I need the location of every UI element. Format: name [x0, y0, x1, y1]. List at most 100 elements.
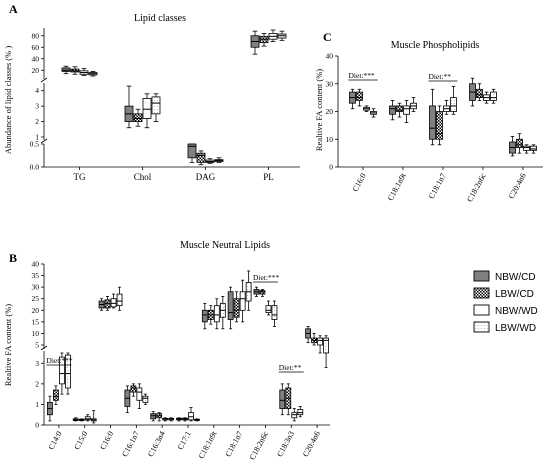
y-tick-label: 25 — [32, 294, 40, 303]
diet-annotation: Diet:** — [429, 72, 452, 81]
box-lbw-wd — [151, 96, 161, 115]
y-tick-label: 15 — [32, 317, 40, 326]
y-tick-label: 30 — [32, 283, 40, 292]
x-tick-label: C18:2n6c — [248, 429, 271, 461]
x-tick-label: C18:2n6c — [465, 171, 488, 203]
x-tick-label: C15:0 — [72, 430, 89, 451]
box-nbw-cd — [150, 413, 157, 420]
y-tick-label: 20 — [326, 107, 334, 116]
y-tick-label: 35 — [32, 271, 40, 280]
y-axis-label: Abundance of lipid classes (% ) — [3, 46, 13, 155]
box-nbw-wd — [110, 298, 117, 308]
box-nbw-wd — [403, 105, 410, 115]
box-nbw-wd — [239, 291, 246, 311]
x-tick-label: C17:1 — [176, 430, 193, 451]
box-lbw-cd — [233, 298, 240, 318]
box-lbw-cd — [133, 113, 143, 122]
y-tick-label: 0.0 — [30, 163, 40, 172]
box-lbw-wd — [142, 395, 149, 403]
x-tick-label: C16:0 — [351, 172, 368, 193]
box-nbw-cd — [61, 67, 71, 72]
x-tick-label: C18:1n7 — [224, 430, 245, 459]
box-lbw-cd — [259, 290, 266, 295]
box-lbw-cd — [130, 385, 137, 393]
panel-b-label: B — [9, 251, 17, 265]
box-lbw-wd — [65, 354, 71, 389]
box-lbw-wd — [490, 91, 497, 101]
box-lbw-cd — [196, 152, 206, 163]
box-nbw-wd — [265, 305, 272, 313]
y-axis-label: Realtive FA content (%) — [314, 69, 324, 151]
axis-break — [40, 138, 48, 144]
box-nbw-cd — [201, 309, 208, 323]
x-tick-label: TG — [74, 172, 86, 182]
x-tick-label: C20:4n6 — [507, 172, 528, 201]
x-tick-label: DAG — [196, 172, 216, 182]
box-lbw-wd — [116, 293, 123, 307]
axis-break — [40, 77, 48, 83]
box-nbw-wd — [142, 98, 152, 119]
legend-swatch — [473, 287, 490, 299]
y-tick-label: 1 — [35, 133, 39, 142]
legend-label: NBW/WD — [495, 306, 538, 317]
y-tick-label: 10 — [32, 329, 40, 338]
y-tick-label: 20 — [32, 66, 40, 75]
diet-annotation: Diet:*** — [253, 273, 279, 282]
box-lbw-wd — [530, 145, 537, 151]
box-nbw-wd — [59, 356, 65, 385]
legend-swatch — [473, 270, 490, 282]
y-tick-label: 30 — [326, 79, 334, 88]
y-tick-label: 20 — [32, 306, 40, 315]
box-nbw-wd — [317, 337, 323, 346]
y-tick-label: 3 — [35, 359, 39, 368]
diet-annotation: Diet:*** — [349, 71, 375, 80]
diet-annotation: Diet:** — [279, 363, 302, 372]
y-tick-label: 40 — [326, 52, 334, 61]
y-tick-label: 1 — [35, 400, 39, 409]
y-tick-label: 0.5 — [30, 140, 40, 149]
panel-title: Lipid classes — [134, 13, 186, 24]
x-tick-label: C18:1n9t — [386, 171, 408, 202]
box-nbw-cd — [279, 389, 286, 409]
x-tick-label: C16:3n4 — [146, 430, 167, 459]
panel-b: Muscle Neutral Lipids Realtive FA content… — [3, 240, 330, 461]
panel-a-label: A — [9, 2, 18, 16]
box-lbw-cd — [516, 138, 523, 148]
box-lbw-wd — [297, 409, 304, 416]
box-nbw-wd — [213, 305, 220, 323]
box-nbw-cd — [429, 105, 436, 140]
x-tick-label: PL — [263, 172, 274, 182]
y-tick-label: 60 — [32, 43, 40, 52]
box-nbw-wd — [291, 412, 298, 419]
box-lbw-cd — [436, 111, 443, 140]
legend-swatch — [473, 321, 490, 333]
y-tick-label: 0 — [35, 421, 39, 430]
y-tick-label: 40 — [32, 54, 40, 63]
box-lbw-cd — [104, 299, 111, 309]
box-lbw-wd — [323, 337, 329, 354]
y-axis-label: Realtive FA content (%) — [3, 304, 13, 386]
x-tick-label: C18:3n3 — [275, 430, 296, 459]
box-lbw-wd — [450, 97, 457, 112]
box-nbw-cd — [227, 291, 234, 320]
legend-label: LBW/CD — [495, 289, 534, 300]
legend-label: NBW/CD — [495, 272, 536, 283]
x-tick-label: C20:4n6 — [301, 430, 322, 459]
x-tick-label: C18:1n7 — [427, 172, 448, 201]
box-nbw-wd — [523, 145, 530, 151]
x-tick-label: C16:1n7 — [120, 430, 141, 459]
box-lbw-cd — [356, 91, 363, 101]
panel-c-label: C — [323, 30, 332, 44]
box-lbw-cd — [476, 88, 483, 99]
panel-title: Muscle Neutral Lipids — [180, 240, 270, 251]
box-nbw-cd — [389, 105, 396, 115]
panel-c: Muscle Phospholipids Realtive FA content … — [314, 40, 543, 203]
x-tick-label: C16:0 — [98, 430, 115, 451]
panel-title: Muscle Phospholipids — [391, 40, 480, 51]
y-tick-label: 40 — [32, 260, 40, 269]
box-lbw-wd — [271, 305, 278, 320]
legend: NBW/CD LBW/CD NBW/WD LBW/WD — [473, 270, 538, 334]
x-tick-label: C14:0 — [47, 430, 64, 451]
y-tick-label: 0 — [329, 163, 333, 172]
